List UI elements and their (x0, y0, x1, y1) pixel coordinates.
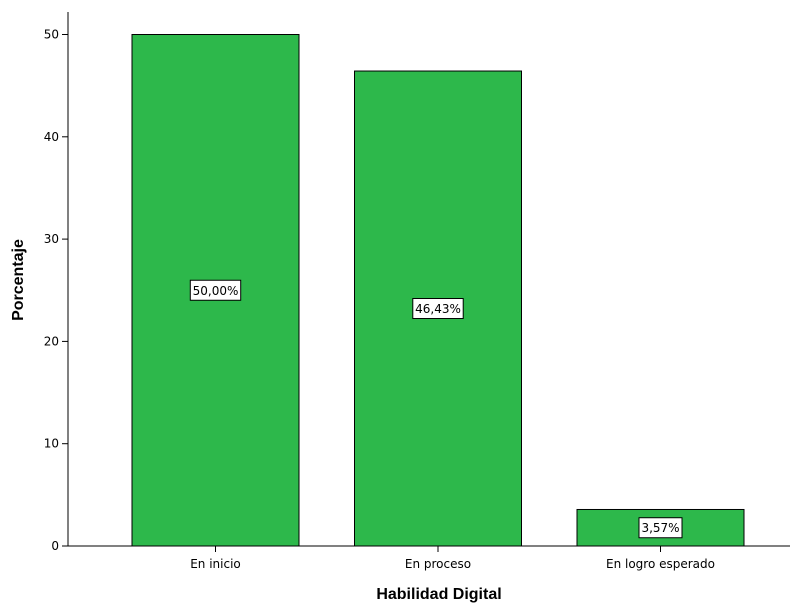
y-axis: 0 10 20 30 40 50 (44, 12, 69, 553)
data-label: 50,00% (189, 279, 242, 301)
y-tick-label: 10 (44, 437, 59, 451)
y-axis-title: Porcentaje (10, 239, 27, 321)
y-tick-label: 30 (44, 232, 59, 246)
data-labels: 50,00% 46,43% 3,57% (189, 279, 683, 539)
data-label-text: 50,00% (193, 284, 239, 298)
x-axis-title: Habilidad Digital (376, 586, 501, 603)
x-tick-label: En inicio (190, 557, 241, 571)
y-tick-label: 50 (44, 28, 59, 42)
x-tick-label: En logro esperado (606, 557, 715, 571)
data-label: 3,57% (638, 517, 683, 539)
y-tick-label: 40 (44, 130, 59, 144)
data-label-text: 46,43% (415, 302, 461, 316)
x-tick-label: En proceso (405, 557, 471, 571)
x-axis: En inicio En proceso En logro esperado (68, 545, 790, 571)
data-label-text: 3,57% (641, 521, 679, 535)
data-label-box (189, 279, 242, 301)
data-label: 46,43% (412, 298, 464, 320)
data-label-box (412, 298, 464, 320)
data-label-box (638, 517, 683, 539)
y-tick-label: 0 (51, 539, 59, 553)
y-tick-label: 20 (44, 334, 59, 348)
